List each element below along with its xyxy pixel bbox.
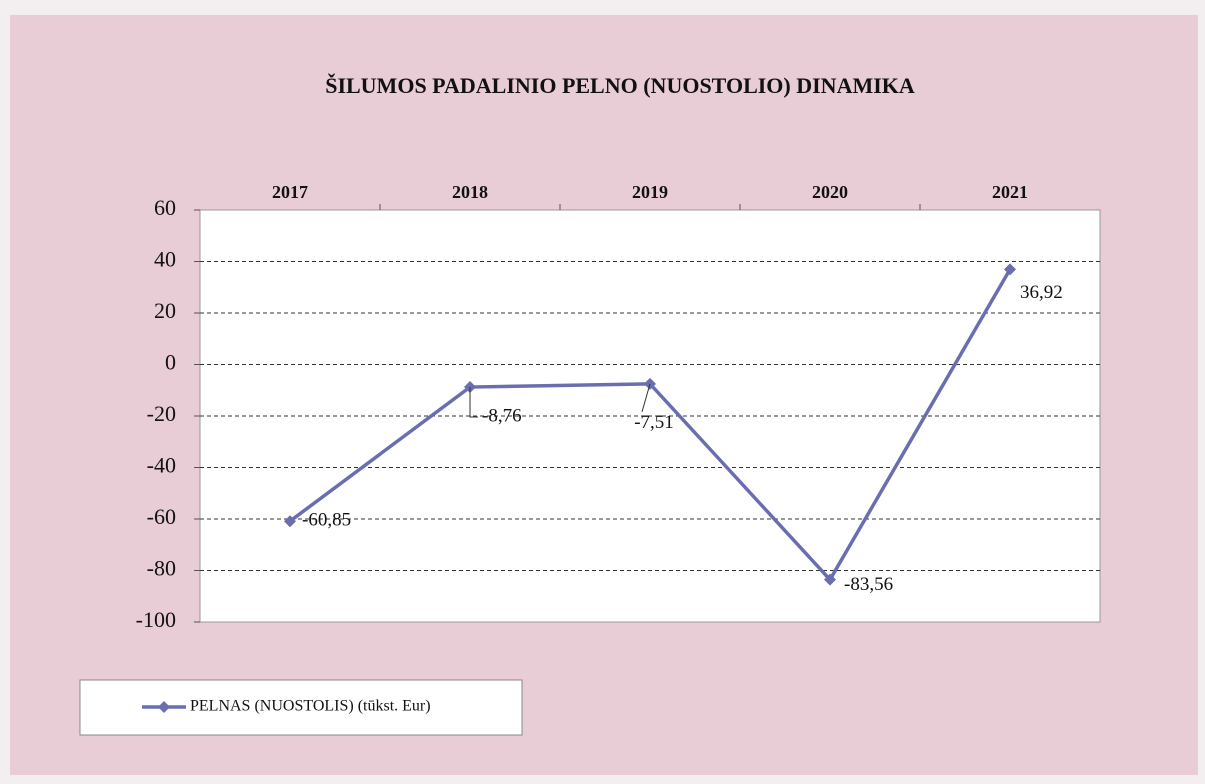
data-label: -60,85: [302, 510, 351, 531]
y-tick-label: -80: [147, 556, 176, 581]
y-tick-label: 0: [165, 350, 176, 375]
x-tick-label: 2021: [992, 182, 1028, 202]
data-point: [1004, 263, 1016, 276]
x-tick-label: 2019: [632, 182, 668, 202]
legend-marker: [158, 701, 170, 713]
data-point: [824, 573, 836, 586]
x-tick-label: 2018: [452, 182, 488, 202]
y-tick-label: -40: [147, 453, 176, 478]
leader-line: [469, 387, 478, 418]
data-point: [284, 515, 296, 528]
legend-label: PELNAS (NUOSTOLIS) (tūkst. Eur): [190, 698, 431, 715]
y-tick-label: -20: [147, 401, 176, 426]
data-label: -8,76: [482, 405, 522, 426]
y-tick-label: 20: [154, 298, 176, 323]
data-label: 36,92: [1020, 282, 1063, 303]
data-label: -7,51: [634, 412, 674, 433]
y-tick-label: 40: [154, 247, 176, 272]
y-tick-label: -60: [147, 504, 176, 529]
y-tick-label: 60: [154, 195, 176, 220]
y-tick-label: -100: [136, 607, 176, 632]
leader-line: [641, 383, 651, 412]
x-tick-label: 2020: [812, 182, 848, 202]
x-tick-label: 2017: [272, 182, 308, 202]
chart-title: ŠILUMOS PADALINIO PELNO (NUOSTOLIO) DINA…: [325, 73, 915, 98]
data-label: -83,56: [844, 574, 893, 595]
